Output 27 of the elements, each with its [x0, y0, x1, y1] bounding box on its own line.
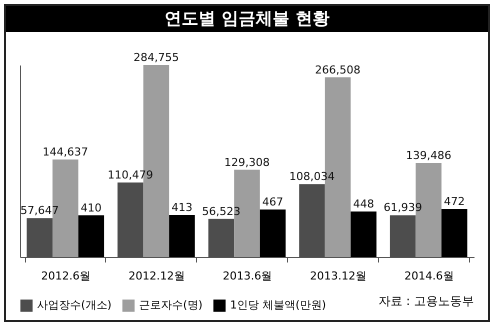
- data-label: 57,647: [20, 204, 59, 218]
- data-label: 266,508: [315, 63, 361, 76]
- data-label: 129,308: [224, 156, 270, 169]
- legend-label: 사업장수(개소): [37, 298, 112, 312]
- data-label: 410: [80, 201, 102, 214]
- data-label: 467: [262, 196, 284, 209]
- data-label: 472: [444, 195, 465, 208]
- chart-title: 연도별 임금체불 현황: [6, 6, 488, 32]
- data-label: 61,939: [384, 201, 422, 214]
- x-tick-label: 2012.6월: [41, 270, 91, 282]
- data-label: 144,637: [42, 145, 88, 158]
- bar: [350, 211, 376, 257]
- data-label: 139,486: [406, 148, 452, 162]
- data-label: 448: [353, 197, 374, 210]
- x-tick-label: 2012.12월: [128, 270, 185, 282]
- x-tick-label: 2014.6월: [404, 270, 454, 282]
- text: 자료 : 고용노동부: [378, 293, 474, 310]
- x-tick-label: 2013.12월: [310, 270, 367, 282]
- data-label: 108,034: [289, 170, 335, 184]
- legend-label: 1인당 체불액(만원): [230, 298, 326, 312]
- legend-label: 근로자수(명): [139, 298, 203, 312]
- data-label: 110,479: [108, 168, 154, 182]
- x-tick-label: 2013.6월: [222, 270, 272, 282]
- bar: [169, 215, 195, 257]
- data-label: 56,523: [202, 204, 240, 218]
- data-label: 413: [171, 201, 192, 214]
- data-label: 284,755: [133, 51, 179, 64]
